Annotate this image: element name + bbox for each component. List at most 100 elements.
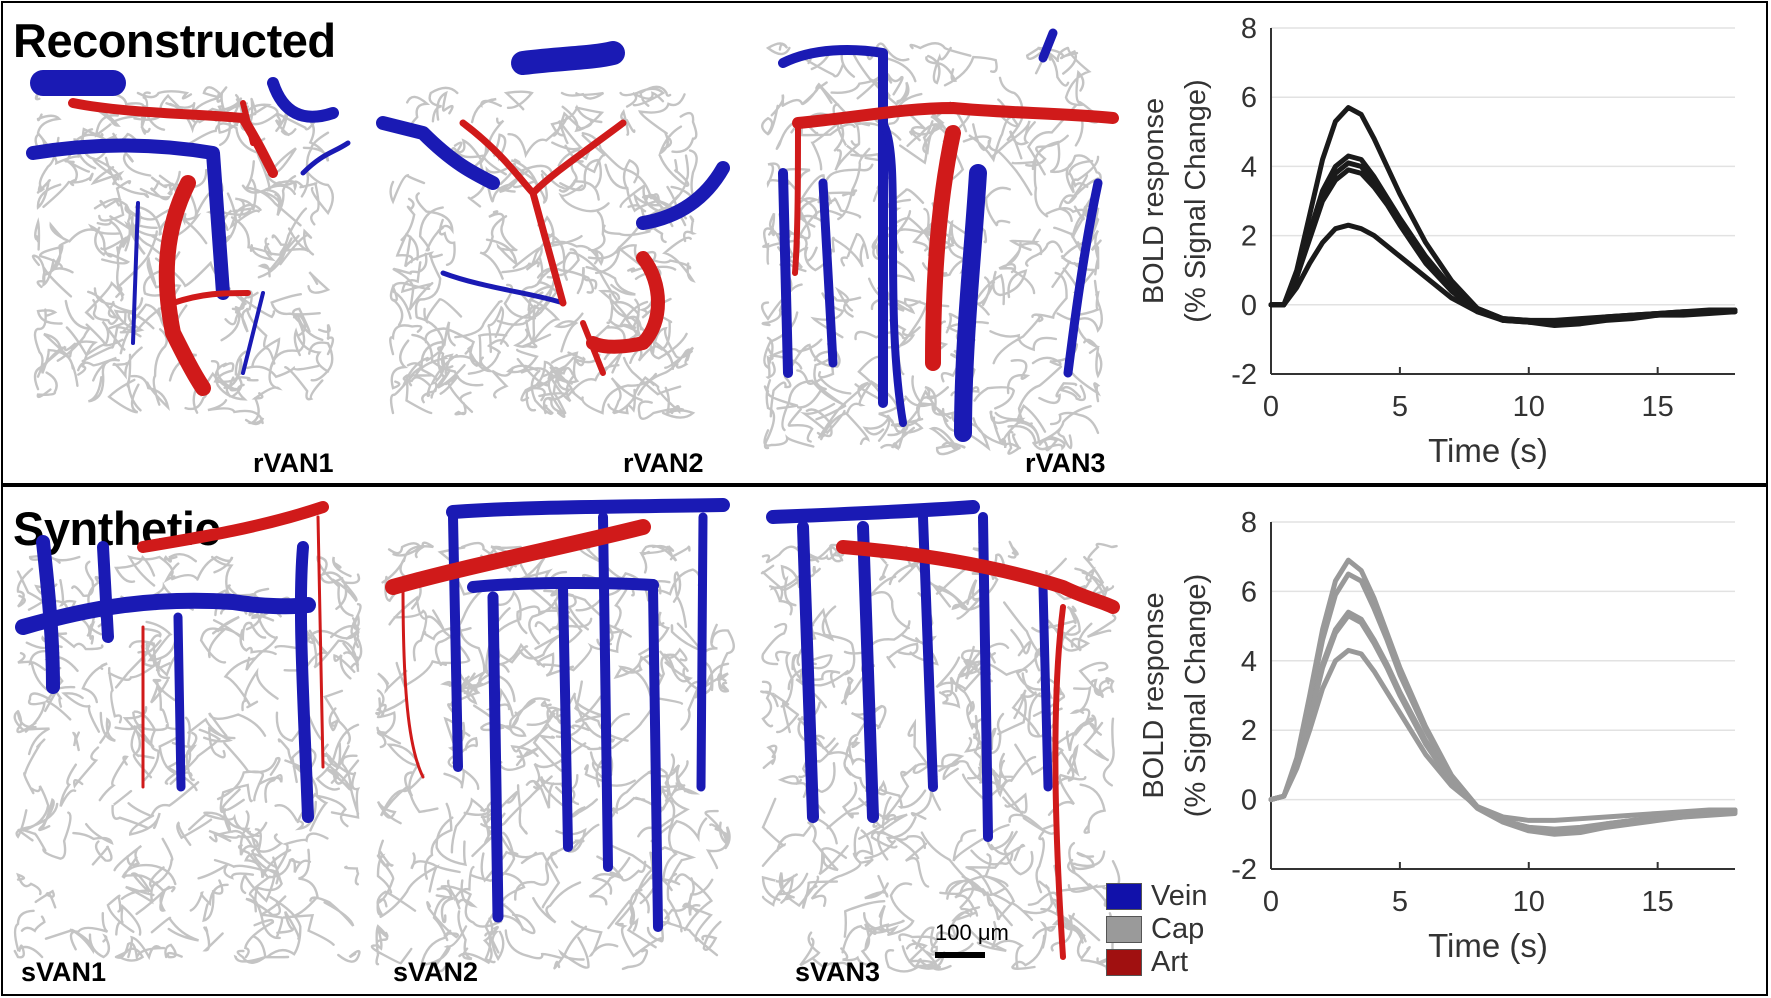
svan1-vein bbox=[15, 592, 316, 635]
rvan1-vein bbox=[241, 291, 265, 375]
bottom-x-tick-label: 5 bbox=[1392, 886, 1408, 918]
bottom-y-tick-label: 4 bbox=[1241, 646, 1257, 678]
rvan1-artery bbox=[170, 290, 251, 306]
rvan1-vein bbox=[26, 138, 230, 300]
rvan1-artery bbox=[68, 98, 278, 178]
rvan3-artery bbox=[925, 125, 961, 371]
scale-bar: 100 μm bbox=[935, 920, 1009, 958]
rvan1-artery bbox=[158, 175, 211, 396]
svan2-vein bbox=[558, 582, 573, 852]
top-series-line-4 bbox=[1268, 167, 1738, 329]
svan2-vein bbox=[446, 498, 730, 519]
top-x-tick-label: 5 bbox=[1392, 391, 1408, 423]
legend-swatch-cap bbox=[1106, 916, 1142, 943]
bottom-y-axis-label: BOLD response bbox=[1138, 592, 1170, 798]
bottom-y-axis-label-units: (% Signal Change) bbox=[1180, 574, 1212, 817]
svan3-capillaries bbox=[760, 540, 1121, 973]
network-label-rvan3: rVAN3 bbox=[1025, 448, 1106, 478]
top-series-line-5 bbox=[1268, 222, 1738, 325]
network-label-svan3: sVAN3 bbox=[795, 957, 881, 987]
top-y-axis-label: BOLD response bbox=[1138, 98, 1170, 304]
top-x-axis-label: Time (s) bbox=[1428, 432, 1548, 469]
bottom-series-line-4 bbox=[1268, 613, 1738, 837]
network-label-rvan2: rVAN2 bbox=[623, 448, 704, 478]
top-y-tick-label: -2 bbox=[1231, 359, 1257, 391]
svan1-vein bbox=[294, 541, 314, 823]
svan2-vein bbox=[448, 512, 463, 772]
reconstructed-vessel-networks bbox=[26, 28, 1119, 456]
rvan3-vein bbox=[954, 164, 987, 442]
network-label-svan2: sVAN2 bbox=[393, 957, 479, 987]
rvan3-capillaries bbox=[760, 42, 1103, 456]
rvan3-vein bbox=[1038, 28, 1058, 63]
rvan3-vein bbox=[1063, 178, 1103, 378]
svan1-artery bbox=[137, 501, 329, 553]
svan3-vein bbox=[857, 521, 879, 823]
rvan2-vein bbox=[511, 41, 625, 75]
rvan3-vein bbox=[818, 178, 838, 368]
legend-swatch-vein bbox=[1106, 883, 1142, 910]
rvan2-vein bbox=[376, 116, 500, 190]
svan3-vein bbox=[1038, 582, 1053, 792]
bottom-y-tick-label: 0 bbox=[1241, 785, 1257, 817]
top-y-tick-label: 0 bbox=[1241, 290, 1257, 322]
svan1-artery bbox=[316, 515, 325, 769]
bottom-y-tick-label: 6 bbox=[1241, 576, 1257, 608]
rvan3-artery bbox=[792, 102, 1119, 129]
svan2-artery bbox=[385, 519, 651, 595]
top-x-tick-label: 0 bbox=[1263, 391, 1279, 423]
top-x-tick-label: 10 bbox=[1513, 391, 1545, 423]
synthetic-panel: Synthetic sVAN1 sVAN2 sVAN3 bbox=[1, 485, 1768, 996]
legend-label-art: Art bbox=[1151, 946, 1189, 978]
vessel-legend: Vein Cap Art bbox=[1106, 880, 1207, 979]
svan3-vein bbox=[766, 500, 980, 524]
rvan2-vein bbox=[636, 161, 730, 230]
bottom-y-tick-label: 2 bbox=[1241, 715, 1257, 747]
svan3-vein bbox=[797, 521, 819, 823]
top-y-tick-label: 4 bbox=[1241, 151, 1257, 183]
scale-bar-line bbox=[935, 952, 985, 958]
rvan2-artery bbox=[529, 189, 567, 307]
bottom-x-axis-label: Time (s) bbox=[1428, 927, 1548, 964]
bottom-series-line-2 bbox=[1268, 571, 1738, 834]
rvan3-vein bbox=[778, 45, 888, 408]
legend-swatch-art bbox=[1106, 949, 1142, 976]
svan3-artery bbox=[836, 540, 1120, 614]
legend-item-vein: Vein bbox=[1106, 880, 1207, 913]
bottom-series-line-1 bbox=[1268, 557, 1738, 832]
svan2-artery bbox=[401, 585, 425, 779]
bottom-series-line-5 bbox=[1268, 647, 1738, 823]
reconstructed-panel: Reconstructed rVAN1 rVAN2 rVAN3 bbox=[1, 1, 1768, 485]
rvan2-vein bbox=[440, 270, 566, 306]
rvan2-artery bbox=[586, 251, 665, 354]
network-label-rvan1: rVAN1 bbox=[253, 448, 334, 478]
top-y-tick-label: 2 bbox=[1241, 221, 1257, 253]
top-y-axis-label-units: (% Signal Change) bbox=[1180, 79, 1212, 322]
synthetic-vessel-networks bbox=[13, 498, 1121, 973]
svan2-vein bbox=[696, 512, 708, 792]
legend-item-art: Art bbox=[1106, 946, 1207, 979]
legend-label-cap: Cap bbox=[1151, 913, 1205, 945]
top-y-tick-label: 8 bbox=[1241, 13, 1257, 45]
legend-label-vein: Vein bbox=[1151, 880, 1208, 912]
rvan1-artery bbox=[240, 100, 256, 146]
rvan3-vein bbox=[879, 119, 907, 427]
svan3-artery bbox=[1052, 604, 1066, 960]
rvan3-vein bbox=[778, 168, 793, 378]
rvan3-artery bbox=[792, 120, 801, 276]
bottom-x-tick-label: 0 bbox=[1263, 886, 1279, 918]
bottom-y-tick-label: -2 bbox=[1231, 854, 1257, 886]
svan1-vein bbox=[97, 541, 114, 643]
network-label-svan1: sVAN1 bbox=[21, 957, 107, 987]
rvan1-vein bbox=[300, 140, 351, 176]
bottom-x-tick-label: 10 bbox=[1513, 886, 1545, 918]
rvan1-vein bbox=[267, 77, 339, 123]
legend-item-cap: Cap bbox=[1106, 913, 1207, 946]
rvan1-vein bbox=[131, 201, 140, 345]
svan2-vein bbox=[598, 512, 613, 872]
bottom-x-tick-label: 15 bbox=[1642, 886, 1674, 918]
rvan1-capillaries bbox=[31, 86, 335, 426]
